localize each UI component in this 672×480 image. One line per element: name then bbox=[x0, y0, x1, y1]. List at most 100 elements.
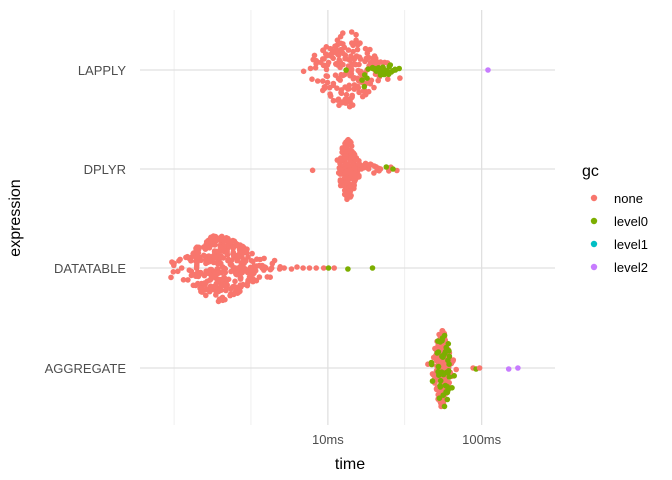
data-point-none bbox=[359, 93, 366, 100]
data-point-none bbox=[355, 67, 362, 74]
data-point-none bbox=[175, 268, 181, 275]
data-point-none bbox=[267, 266, 274, 273]
data-point-none bbox=[346, 103, 353, 110]
data-point-none bbox=[193, 258, 199, 265]
data-point-none bbox=[311, 52, 318, 59]
data-point-none bbox=[338, 157, 345, 163]
legend-label-level0: level0 bbox=[614, 214, 648, 229]
data-point-level0 bbox=[439, 337, 445, 344]
data-point-level0 bbox=[440, 353, 446, 360]
data-point-none bbox=[211, 252, 217, 259]
data-point-none bbox=[225, 257, 231, 264]
data-point-none bbox=[331, 265, 338, 271]
data-point-none bbox=[343, 168, 350, 175]
data-point-none bbox=[281, 265, 288, 271]
x-tick-label: 10ms bbox=[312, 432, 344, 447]
y-axis-title: expression bbox=[7, 179, 24, 256]
data-point-level2 bbox=[515, 365, 521, 371]
data-point-none bbox=[198, 257, 204, 264]
data-point-level0 bbox=[445, 368, 452, 374]
data-point-none bbox=[313, 265, 320, 271]
data-point-level0 bbox=[446, 374, 453, 380]
data-point-none bbox=[397, 75, 403, 81]
data-point-level0 bbox=[435, 368, 441, 375]
data-point-none bbox=[288, 266, 295, 272]
legend-key-level0 bbox=[590, 217, 598, 225]
data-point-none bbox=[184, 253, 191, 260]
data-point-none bbox=[356, 89, 362, 96]
data-point-none bbox=[203, 260, 209, 267]
data-point-none bbox=[223, 283, 229, 290]
data-point-none bbox=[348, 29, 355, 35]
data-point-level2 bbox=[505, 366, 512, 372]
data-point-none bbox=[343, 56, 350, 62]
data-point-none bbox=[330, 55, 337, 62]
data-point-none bbox=[349, 94, 355, 100]
data-point-none bbox=[171, 260, 177, 267]
data-point-none bbox=[307, 65, 314, 72]
data-point-level0 bbox=[446, 348, 452, 354]
data-point-none bbox=[225, 276, 232, 283]
data-point-none bbox=[381, 59, 388, 66]
data-point-none bbox=[208, 235, 214, 242]
data-point-none bbox=[351, 171, 358, 177]
data-point-none bbox=[350, 76, 357, 82]
data-point-none bbox=[203, 241, 209, 248]
data-point-none bbox=[324, 79, 331, 86]
data-point-level0 bbox=[446, 361, 452, 368]
data-point-none bbox=[339, 146, 346, 152]
data-point-none bbox=[232, 265, 238, 271]
data-point-level0 bbox=[435, 338, 441, 344]
data-point-level0 bbox=[343, 67, 349, 73]
data-point-none bbox=[239, 265, 246, 271]
data-point-none bbox=[180, 277, 187, 283]
data-point-none bbox=[334, 37, 341, 43]
legend-key-level1 bbox=[590, 240, 598, 248]
data-point-level0 bbox=[441, 403, 448, 410]
data-point-none bbox=[333, 46, 339, 52]
x-axis-tick-labels: 10ms 100ms bbox=[312, 432, 502, 447]
data-point-level0 bbox=[428, 359, 435, 366]
data-point-none bbox=[217, 244, 224, 250]
data-point-none bbox=[232, 269, 239, 276]
data-point-none bbox=[341, 44, 348, 51]
data-point-none bbox=[323, 66, 330, 73]
data-point-none bbox=[234, 257, 240, 264]
data-point-none bbox=[350, 154, 356, 160]
data-point-none bbox=[371, 84, 377, 91]
data-point-none bbox=[320, 87, 326, 94]
data-point-none bbox=[385, 76, 391, 82]
data-point-none bbox=[312, 65, 319, 71]
data-point-none bbox=[314, 78, 321, 84]
data-point-none bbox=[271, 257, 278, 264]
data-point-none bbox=[256, 274, 263, 280]
data-point-none bbox=[332, 72, 339, 78]
data-point-none bbox=[309, 76, 315, 82]
data-point-none bbox=[352, 61, 359, 68]
data-point-none bbox=[217, 260, 224, 267]
data-point-level0 bbox=[451, 373, 458, 379]
data-point-none bbox=[300, 68, 307, 75]
data-point-level0 bbox=[365, 66, 372, 72]
data-point-none bbox=[232, 278, 238, 285]
data-point-none bbox=[337, 59, 344, 65]
data-point-none bbox=[347, 71, 353, 78]
data-point-none bbox=[237, 288, 243, 295]
data-point-none bbox=[327, 45, 334, 52]
data-point-none bbox=[176, 258, 182, 264]
data-point-none bbox=[330, 82, 337, 89]
data-point-none bbox=[362, 45, 369, 52]
data-point-none bbox=[300, 265, 306, 271]
data-point-level0 bbox=[429, 378, 436, 384]
data-point-none bbox=[218, 270, 225, 276]
data-point-none bbox=[199, 289, 205, 295]
legend: gc none level0 level1 level2 bbox=[582, 163, 648, 275]
data-point-level0 bbox=[392, 67, 399, 73]
data-point-none bbox=[337, 166, 343, 173]
data-point-none bbox=[224, 249, 230, 256]
data-point-none bbox=[207, 257, 213, 263]
data-point-none bbox=[248, 258, 255, 264]
data-point-none bbox=[357, 161, 364, 168]
data-point-none bbox=[252, 267, 259, 274]
